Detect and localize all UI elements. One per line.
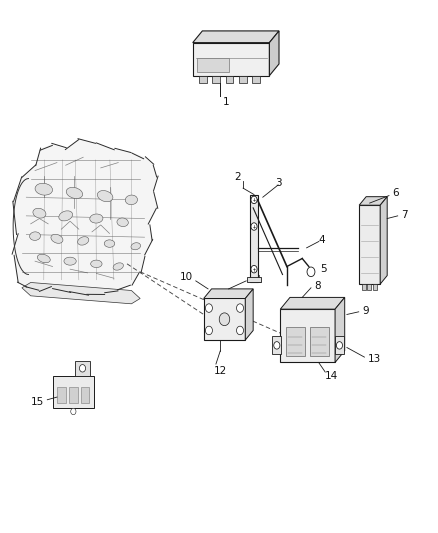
Circle shape (251, 265, 257, 273)
FancyBboxPatch shape (272, 336, 281, 354)
FancyBboxPatch shape (286, 327, 305, 356)
Ellipse shape (51, 235, 63, 243)
Polygon shape (359, 205, 380, 284)
FancyBboxPatch shape (69, 387, 78, 403)
Polygon shape (53, 376, 94, 408)
FancyBboxPatch shape (197, 58, 230, 72)
Text: 12: 12 (214, 366, 227, 376)
FancyBboxPatch shape (310, 327, 329, 356)
Polygon shape (280, 309, 335, 362)
Polygon shape (22, 282, 140, 304)
Polygon shape (335, 297, 345, 362)
Polygon shape (359, 197, 387, 205)
FancyBboxPatch shape (373, 284, 377, 290)
Ellipse shape (90, 214, 103, 223)
Polygon shape (13, 139, 158, 296)
Circle shape (251, 223, 257, 230)
Ellipse shape (78, 237, 89, 245)
Ellipse shape (97, 191, 113, 201)
Polygon shape (280, 297, 345, 309)
FancyBboxPatch shape (239, 76, 247, 83)
Text: 3: 3 (275, 178, 282, 188)
Text: 11: 11 (250, 275, 263, 285)
FancyBboxPatch shape (212, 76, 220, 83)
Text: 5: 5 (320, 264, 327, 274)
Ellipse shape (104, 240, 115, 247)
FancyBboxPatch shape (81, 387, 89, 403)
Ellipse shape (91, 260, 102, 268)
FancyBboxPatch shape (199, 76, 207, 83)
FancyBboxPatch shape (226, 76, 233, 83)
FancyBboxPatch shape (252, 76, 260, 83)
Text: 7: 7 (401, 210, 408, 220)
Ellipse shape (64, 257, 76, 265)
Text: 8: 8 (314, 281, 321, 290)
Ellipse shape (30, 232, 40, 240)
Text: 1: 1 (223, 98, 230, 107)
Circle shape (71, 408, 76, 415)
Circle shape (336, 342, 343, 349)
Ellipse shape (33, 208, 46, 218)
Circle shape (307, 267, 315, 277)
Polygon shape (204, 289, 253, 298)
Ellipse shape (37, 254, 50, 263)
Polygon shape (250, 195, 258, 282)
Text: 14: 14 (325, 371, 339, 381)
FancyBboxPatch shape (335, 336, 344, 354)
Ellipse shape (125, 195, 138, 205)
Polygon shape (204, 298, 245, 340)
FancyBboxPatch shape (367, 284, 371, 290)
Text: 4: 4 (318, 235, 325, 245)
Ellipse shape (113, 263, 124, 270)
Text: 2: 2 (234, 172, 241, 182)
Polygon shape (245, 289, 253, 340)
Circle shape (205, 304, 212, 312)
Text: 10: 10 (180, 272, 193, 282)
Ellipse shape (131, 243, 141, 250)
Circle shape (79, 365, 85, 372)
Polygon shape (380, 197, 387, 284)
Circle shape (205, 326, 212, 335)
Circle shape (237, 326, 244, 335)
Text: 9: 9 (362, 306, 369, 316)
Circle shape (219, 313, 230, 326)
Ellipse shape (66, 188, 83, 198)
Polygon shape (269, 31, 279, 76)
Polygon shape (193, 43, 269, 76)
Circle shape (251, 196, 257, 204)
Polygon shape (75, 361, 90, 376)
Ellipse shape (59, 211, 73, 221)
Polygon shape (247, 277, 261, 282)
Ellipse shape (117, 218, 128, 227)
Circle shape (237, 304, 244, 312)
Polygon shape (193, 31, 279, 43)
Text: 6: 6 (392, 189, 399, 198)
Ellipse shape (35, 183, 53, 195)
FancyBboxPatch shape (57, 387, 66, 403)
FancyBboxPatch shape (362, 284, 366, 290)
Text: 13: 13 (368, 354, 381, 364)
Circle shape (274, 342, 280, 349)
Text: 15: 15 (31, 398, 44, 407)
